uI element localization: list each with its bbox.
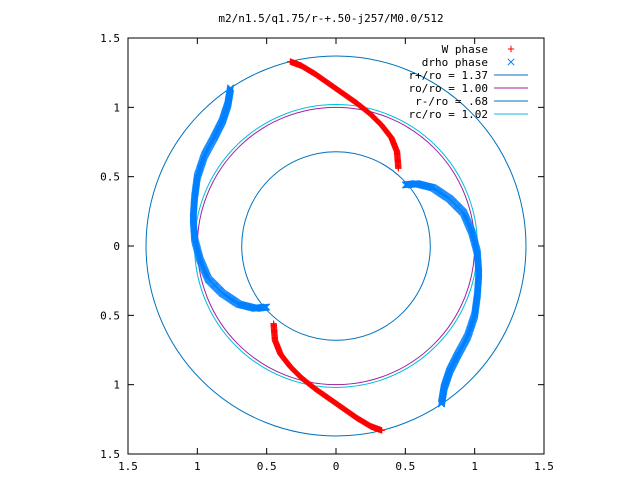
w-phase-point xyxy=(270,320,277,327)
x-tick-label: 0.5 xyxy=(257,460,277,473)
y-tick-label: 1.5 xyxy=(100,32,120,45)
x-tick-label: 1 xyxy=(194,460,201,473)
y-tick-label: 0.5 xyxy=(100,171,120,184)
y-tick-label: 1 xyxy=(113,101,120,114)
y-tick-label: 1 xyxy=(113,379,120,392)
drho-phase-point xyxy=(507,58,515,66)
x-tick-label: 0.5 xyxy=(395,460,415,473)
legend-label: ro/ro = 1.00 xyxy=(409,82,488,95)
circle-r-1-37 xyxy=(145,55,527,437)
data-series xyxy=(189,45,515,434)
legend-label: rc/ro = 1.02 xyxy=(409,108,488,121)
legend-label: W phase xyxy=(442,43,488,56)
x-tick-label: 1 xyxy=(471,460,478,473)
legend-label: r-/ro = .68 xyxy=(415,95,488,108)
y-tick-label: 0 xyxy=(113,240,120,253)
legend-label: drho phase xyxy=(422,56,488,69)
circle-r-1-02 xyxy=(194,104,478,388)
chart-title: m2/n1.5/q1.75/r-+.50-j257/M0.0/512 xyxy=(218,12,443,25)
axis-ticks: 1.5 1 0.5 0 0.5 1 1.51.510.500.511.5 xyxy=(100,32,554,473)
x-tick-label: 0 xyxy=(333,460,340,473)
x-tick-label: 1.5 xyxy=(534,460,554,473)
x-tick-label: 1.5 xyxy=(118,460,138,473)
circle-r-1 xyxy=(196,106,476,386)
legend-label: r+/ro = 1.37 xyxy=(409,69,488,82)
w-phase-point xyxy=(395,165,402,172)
circle-r-0-68 xyxy=(241,151,431,341)
drho-phase-point xyxy=(263,303,271,311)
drho-phase-point xyxy=(401,181,409,189)
y-tick-label: 1.5 xyxy=(100,448,120,461)
y-tick-label: 0.5 xyxy=(100,309,120,322)
w-phase-point xyxy=(507,45,515,53)
